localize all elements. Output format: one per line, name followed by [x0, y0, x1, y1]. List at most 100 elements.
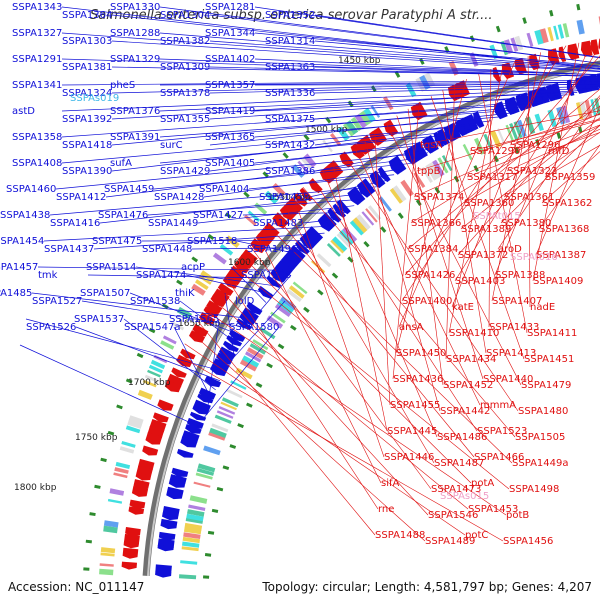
- gene-label-forward: pheS: [110, 80, 135, 91]
- gene-label-reverse: SSPA1403: [455, 276, 505, 287]
- reverse-feature-arrow: [383, 119, 399, 137]
- outer-category-bar: [514, 35, 524, 51]
- forward-feature-arrow: [377, 166, 391, 183]
- forward-feature-arrow: [347, 190, 361, 206]
- leader-line-forward: [314, 40, 600, 68]
- gene-label-forward: SSPA1437: [44, 244, 94, 255]
- gene-label-forward: lolD: [235, 296, 255, 307]
- inner-category-bar: [547, 109, 557, 127]
- reverse-feature-arrow: [203, 306, 219, 318]
- gene-label-forward: SSPA1330: [110, 2, 160, 13]
- outer-category-bar: [300, 157, 313, 170]
- gene-label-pseudo: SSPAt016: [510, 252, 558, 263]
- gene-label-forward: SSPA1429: [160, 166, 210, 177]
- reverse-feature-arrow: [210, 294, 226, 307]
- inner-category-bar: [184, 522, 203, 531]
- outer-category-bar: [160, 340, 175, 350]
- gene-label-reverse: SSPA1400: [402, 296, 452, 307]
- outer-category-bar: [297, 160, 309, 173]
- outer-scale-tick: [85, 539, 92, 544]
- gene-label-reverse: SSPA1434: [446, 354, 496, 365]
- forward-feature-arrow: [596, 73, 600, 90]
- leader-line-reverse: [541, 151, 600, 204]
- outer-category-bar: [170, 321, 185, 331]
- leader-line-reverse: [442, 90, 487, 354]
- inner-category-bar: [182, 541, 200, 548]
- gene-label-reverse: SSPA1368: [539, 224, 589, 235]
- inner-category-bar: [180, 560, 198, 565]
- leader-line-forward: [228, 300, 286, 363]
- inner-category-bar: [186, 513, 204, 522]
- leader-line-forward: [19, 344, 201, 428]
- gene-label-reverse: SSPA1413: [486, 348, 536, 359]
- scale-tick: [204, 553, 212, 557]
- forward-feature-arrow: [332, 203, 347, 218]
- forward-feature-arrow: [166, 486, 184, 500]
- gene-label-reverse: tppB: [417, 166, 441, 177]
- outer-scale-tick: [148, 327, 156, 334]
- leader-line-reverse: [416, 113, 600, 172]
- gene-label-reverse: SSPA1361: [504, 192, 554, 203]
- gene-label-reverse: potB: [506, 510, 529, 521]
- outer-category-bar: [99, 563, 114, 567]
- inner-category-bar: [196, 468, 215, 476]
- outer-category-bar: [119, 446, 135, 454]
- inner-category-bar: [389, 188, 403, 204]
- leader-line-reverse: [494, 40, 593, 276]
- inner-category-bar: [432, 159, 445, 177]
- reverse-feature-arrow: [128, 506, 145, 515]
- gene-label-forward: SSPA1428: [154, 192, 204, 203]
- gene-label-forward: SSPA1454: [0, 236, 44, 247]
- outer-scale-tick: [282, 152, 289, 159]
- leader-line-forward: [37, 266, 291, 271]
- gene-label-forward: SSPA1483: [253, 218, 303, 229]
- forward-feature-arrow: [270, 270, 286, 283]
- gene-label-reverse: aroD: [498, 244, 522, 255]
- leader-line-forward: [61, 32, 600, 72]
- gene-label-forward: SSPA1381: [62, 62, 112, 73]
- gene-label-forward: SSPA1518: [187, 236, 237, 247]
- leader-line-reverse: [353, 144, 481, 406]
- leader-line-reverse: [419, 110, 600, 146]
- inner-category-bar: [525, 116, 536, 135]
- gene-label-rna: SSPAs019: [70, 93, 119, 104]
- outer-category-bar: [103, 520, 119, 528]
- leader-line-forward: [254, 32, 600, 67]
- gene-label-forward: SSPA1457: [0, 262, 38, 273]
- scale-tick: [397, 212, 404, 219]
- outer-scale-tick: [100, 457, 107, 463]
- outer-category-bar: [144, 374, 159, 383]
- leader-line-forward: [111, 66, 600, 77]
- gene-label-forward: SSPA1476: [98, 210, 148, 221]
- gene-label-reverse: SSPA1380: [501, 218, 551, 229]
- outer-category-bar: [195, 279, 209, 290]
- outer-category-bar: [148, 364, 163, 374]
- reverse-feature-arrow: [558, 46, 567, 62]
- leader-line-reverse: [197, 320, 376, 536]
- outer-scale-tick: [549, 9, 554, 17]
- outer-category-bar: [547, 26, 554, 42]
- gene-label-forward: SSPA1343: [12, 2, 62, 13]
- gene-label-reverse: SSPA1440: [483, 374, 533, 385]
- leader-line-forward: [159, 109, 520, 138]
- outer-category-bar: [150, 359, 166, 370]
- inner-category-bar: [187, 509, 205, 517]
- outer-scale-tick: [107, 430, 115, 436]
- gene-label-reverse: SSPA1451: [524, 354, 574, 365]
- leader-line-forward: [49, 186, 378, 216]
- inner-category-bar: [379, 196, 392, 212]
- leader-line-forward: [159, 92, 578, 112]
- leader-line-forward: [248, 174, 395, 190]
- gene-label-reverse: potC: [465, 530, 488, 541]
- gene-label-reverse: SSPA1473: [431, 484, 481, 495]
- leader-line-forward: [31, 292, 255, 320]
- outer-category-bar: [176, 306, 192, 319]
- inner-category-bar: [188, 504, 206, 511]
- inner-category-bar: [561, 105, 571, 124]
- gene-label-reverse: SSPA1452: [443, 380, 493, 391]
- forward-feature-arrow: [229, 329, 246, 342]
- leader-line-reverse: [178, 355, 504, 542]
- gene-label-forward: SSPA1391: [110, 132, 160, 143]
- inner-category-bar: [427, 162, 441, 180]
- outer-scale-tick: [89, 512, 96, 517]
